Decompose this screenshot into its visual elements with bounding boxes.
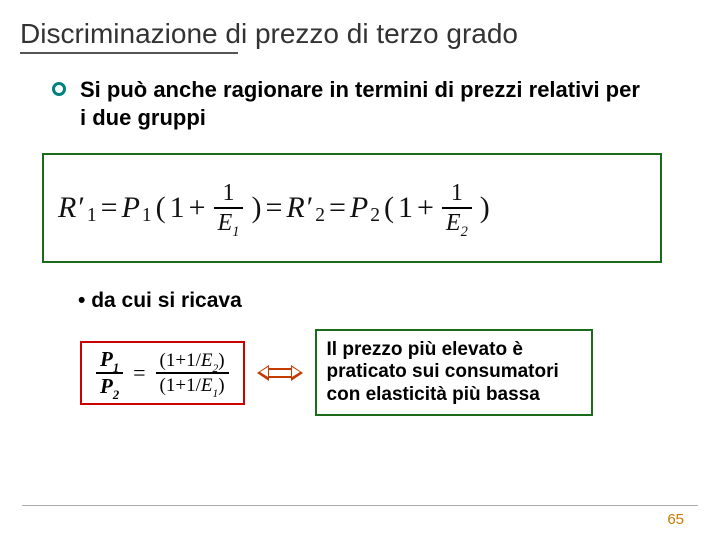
equation-1: R′1 = P1 (1+ 1 E1 ) = R′2 = P2 (1+ 1 E2 … [58, 181, 490, 235]
eq1-frac2-num: 1 [447, 181, 467, 207]
eq2-den: (1+1/E1) [156, 372, 229, 395]
title-underline [20, 52, 238, 54]
eq2-P1: P1 [96, 349, 123, 372]
bullet-row-1: Si può anche ragionare in termini di pre… [52, 76, 720, 131]
eq2-frac-right: (1+1/E2) (1+1/E1) [156, 351, 229, 395]
eq1-R-2: R [286, 191, 304, 225]
eq1-plus-2: + [417, 191, 434, 225]
eq1-R-1: R [58, 191, 76, 225]
eq1-rparen-2: ) [480, 191, 490, 225]
sub-bullet: da cui si ricava [78, 289, 720, 313]
footer-line [22, 505, 698, 506]
eq2-num: (1+1/E2) [156, 351, 229, 372]
eq1-one-2: 1 [398, 191, 413, 225]
eq1-sub-P2: 2 [370, 205, 380, 227]
eq1-prime-1: ′ [78, 191, 85, 225]
eq2-frac-left: P1 P2 [96, 349, 123, 397]
eq1-one-1: 1 [170, 191, 185, 225]
eq1-plus-1: + [189, 191, 206, 225]
eq1-prime-2: ′ [307, 191, 314, 225]
eq1-lparen-2: ( [384, 191, 394, 225]
equation-2: P1 P2 = (1+1/E2) (1+1/E1) [92, 349, 233, 397]
eq1-eq-1: = [101, 191, 118, 225]
eq2-P2: P2 [96, 372, 123, 397]
eq1-rparen-1: ) [251, 191, 261, 225]
eq1-eq-2: = [265, 191, 282, 225]
eq1-P-1: P [122, 191, 140, 225]
eq1-frac2-den: E2 [442, 207, 472, 235]
eq1-P-2: P [350, 191, 368, 225]
equation-1-box: R′1 = P1 (1+ 1 E1 ) = R′2 = P2 (1+ 1 E2 … [42, 153, 662, 263]
double-arrow-icon [257, 365, 303, 381]
eq1-frac-1: 1 E1 [214, 181, 244, 235]
page-number: 65 [667, 511, 684, 528]
eq2-eq: = [133, 360, 145, 386]
equation-2-box: P1 P2 = (1+1/E2) (1+1/E1) [80, 341, 245, 405]
note-box: Il prezzo più elevato è praticato sui co… [315, 329, 593, 416]
page-title: Discriminazione di prezzo di terzo grado [0, 0, 720, 50]
eq1-lparen-1: ( [156, 191, 166, 225]
bullet-text-1: Si può anche ragionare in termini di pre… [80, 76, 640, 131]
eq1-sub-2a: 2 [315, 205, 325, 227]
eq1-frac-2: 1 E2 [442, 181, 472, 235]
eq1-frac1-den: E1 [214, 207, 244, 235]
bottom-row: P1 P2 = (1+1/E2) (1+1/E1) Il prezzo più … [80, 329, 720, 416]
eq1-sub-1a: 1 [87, 205, 97, 227]
eq1-eq-3: = [329, 191, 346, 225]
eq1-frac1-num: 1 [219, 181, 239, 207]
ring-bullet-icon [52, 82, 66, 96]
eq1-sub-P1: 1 [142, 205, 152, 227]
